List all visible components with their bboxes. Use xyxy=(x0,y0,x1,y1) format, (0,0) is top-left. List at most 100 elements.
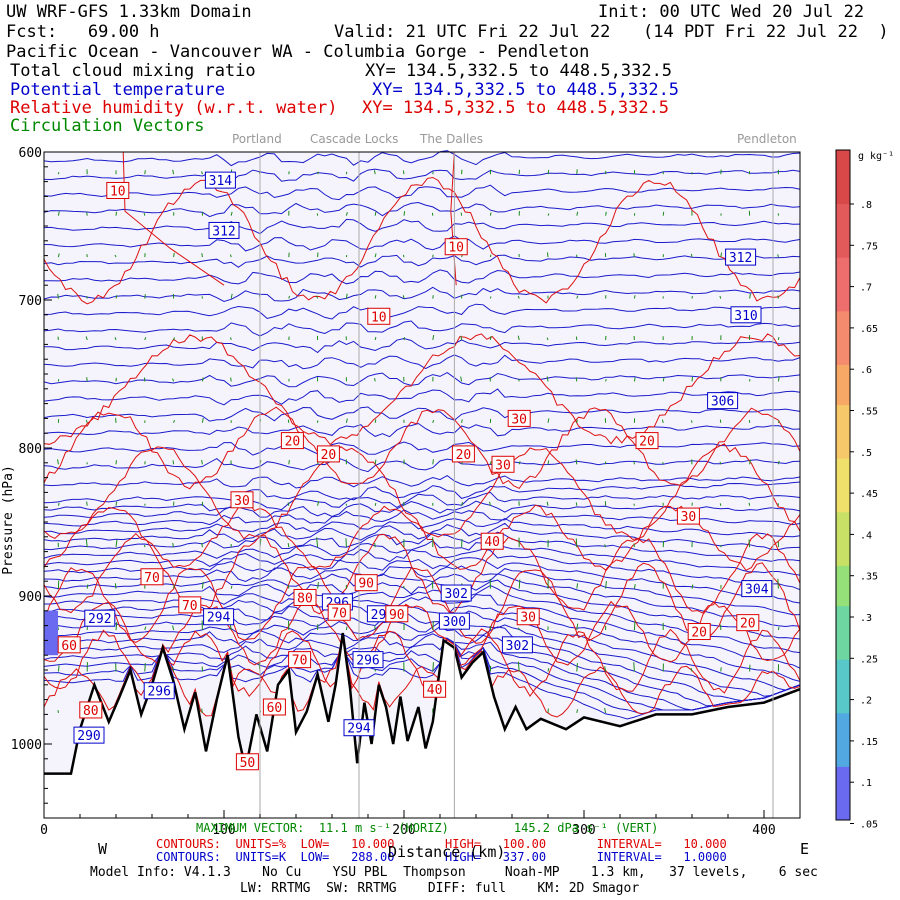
colorbar-segment xyxy=(836,525,850,540)
circulation-vector xyxy=(403,211,406,216)
contour-label-box xyxy=(352,651,384,669)
circulation-vector xyxy=(287,542,290,548)
cross-section-path: Pacific Ocean - Vancouver WA - Columbia … xyxy=(6,42,590,62)
rh-contour-line xyxy=(43,562,801,644)
rh-contour-line xyxy=(43,628,801,698)
contour-label-box xyxy=(635,432,659,450)
circulation-vector xyxy=(230,293,233,299)
circulation-vector xyxy=(432,621,434,631)
colorbar-segment xyxy=(836,806,850,821)
colorbar-segment xyxy=(836,686,850,700)
contour-label-box xyxy=(516,608,540,626)
contour-label: 306 xyxy=(711,395,734,410)
city-label-cascade-locks: Cascade Locks xyxy=(310,132,399,146)
circulation-vector xyxy=(345,418,348,423)
colorbar-segment xyxy=(836,324,850,339)
axes: 600 700 800 900 1000 0 100 200 300 400 Pressure (h… xyxy=(1,146,776,838)
contour-label: 20 xyxy=(456,448,472,463)
colorbar-segment xyxy=(836,444,850,459)
colorbar-label: .4 xyxy=(860,530,872,541)
rh-contours xyxy=(43,151,801,718)
circulation-vector xyxy=(546,337,549,341)
colorbar-segment xyxy=(836,672,850,687)
forecast-hour: Fcst: 69.00 h xyxy=(6,22,160,42)
colorbar-segment xyxy=(836,270,850,285)
contour-label: 290 xyxy=(77,729,100,744)
circulation-vector xyxy=(489,336,492,341)
model-info-physics: LW: RRTMG SW: RRTMG DIFF: full KM: 2D Sm… xyxy=(240,881,640,896)
colorbar-label: .7 xyxy=(860,283,872,294)
colorbar-label: .65 xyxy=(860,324,878,335)
circulation-vector xyxy=(691,584,694,589)
theta-contour-line xyxy=(43,637,801,711)
circulation-vector xyxy=(201,171,203,175)
circulation-vector xyxy=(546,252,549,258)
contour-label-box xyxy=(438,612,470,630)
x-tick-label: 200 xyxy=(392,823,415,838)
contour-label: 312 xyxy=(729,251,752,266)
circulation-vector xyxy=(115,501,118,506)
circulation-vector xyxy=(748,539,751,548)
contour-label: 310 xyxy=(734,309,757,324)
circulation-vector xyxy=(287,584,290,589)
circulation-vector xyxy=(173,337,175,341)
circulation-vector xyxy=(402,170,405,175)
circulation-vector xyxy=(720,252,723,258)
contour-label-box xyxy=(507,409,531,427)
theta-contour-line xyxy=(43,626,801,702)
contour-label: 80 xyxy=(83,704,99,719)
colorbar-segment xyxy=(836,203,850,218)
x-tick-label: 300 xyxy=(572,823,595,838)
contour-label-box xyxy=(262,698,286,716)
circulation-vector xyxy=(547,213,550,216)
y-tick-label: 700 xyxy=(19,294,42,309)
circulation-vector xyxy=(172,460,175,465)
colorbar-label: .25 xyxy=(860,654,878,665)
contour-label: 90 xyxy=(358,577,374,592)
circulation-vector xyxy=(288,295,290,299)
circulation-vector xyxy=(431,581,434,589)
colorbar-segment xyxy=(836,176,850,191)
rh-labels: 10 10 10 20 20 20 20 20 20 30 30 30 30 30 40 40 60 60 70 70… xyxy=(57,181,760,771)
field-xy-theta: XY= 134.5,332.5 to 448.5,332.5 xyxy=(372,80,680,100)
plot-frame xyxy=(43,151,801,819)
circulation-vector xyxy=(690,253,693,258)
contour-label: 70 xyxy=(182,599,198,614)
circulation-vector xyxy=(173,419,175,423)
circulation-vector xyxy=(230,211,233,216)
colorbar-segment xyxy=(836,284,850,298)
colorbar-label: .8 xyxy=(860,200,872,211)
theta-contour-line xyxy=(43,235,801,252)
circulation-vector xyxy=(633,584,636,589)
colorbar-segment xyxy=(836,766,850,781)
contour-label-box xyxy=(106,181,130,199)
circulation-vector xyxy=(605,580,607,589)
valid-local-time: (14 PDT Fri 22 Jul 22 ) xyxy=(643,22,889,42)
contour-label: 40 xyxy=(484,535,500,550)
theta-contour-line xyxy=(43,406,801,422)
circulation-vector xyxy=(172,625,175,631)
circulation-vector xyxy=(229,254,232,258)
contour-label: 20 xyxy=(740,617,756,632)
circulation-vector xyxy=(317,171,320,175)
contour-label: 302 xyxy=(506,639,529,654)
contour-label-box xyxy=(140,568,164,586)
contour-label: 70 xyxy=(292,654,308,669)
colorbar-segment xyxy=(836,364,850,379)
circulation-vector xyxy=(115,211,118,216)
theta-contour-line xyxy=(43,457,801,473)
theta-contour-line xyxy=(43,168,801,182)
contour-label-box xyxy=(343,719,375,737)
max-vector: MAXIMUM VECTOR: 11.1 m s⁻¹ (HORIZ) 145.2… xyxy=(196,821,659,835)
circulation-vector xyxy=(633,621,636,631)
contour-label: 10 xyxy=(448,241,464,256)
colorbar-segment xyxy=(836,391,850,406)
contour-label-box xyxy=(235,753,259,771)
theta-contour-line xyxy=(43,337,801,354)
circulation-vector xyxy=(547,418,550,423)
colorbar-segment xyxy=(836,552,850,566)
colorbar-segment xyxy=(836,310,850,325)
contour-label-box xyxy=(354,574,378,592)
circulation-vector xyxy=(230,377,232,382)
contour-label-box xyxy=(293,588,317,606)
